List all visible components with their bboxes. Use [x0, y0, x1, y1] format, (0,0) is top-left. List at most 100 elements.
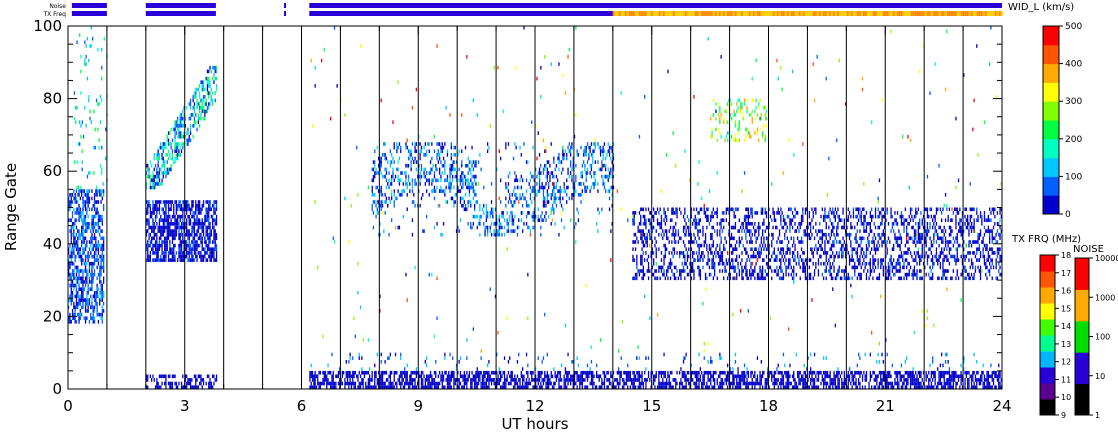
echo-cell: [178, 203, 180, 208]
echo-cell: [87, 272, 89, 277]
echo-cell: [414, 149, 416, 154]
echo-cell: [985, 378, 987, 382]
echo-cell: [496, 218, 498, 223]
echo-cell: [215, 258, 218, 262]
echo-cell: [823, 385, 825, 390]
echo-cell: [384, 142, 386, 146]
echo-cell: [566, 156, 568, 161]
echo-cell: [741, 378, 743, 382]
echo-cell: [666, 218, 668, 223]
echo-cell: [380, 374, 382, 379]
echo-cell: [405, 381, 407, 386]
echo-cell: [554, 370, 556, 375]
echo-cell: [372, 385, 375, 390]
echo-cell: [664, 381, 666, 386]
echo-cell: [177, 120, 179, 125]
echo-cell: [184, 240, 186, 244]
echo-cell: [586, 363, 589, 368]
echo-cell: [523, 142, 525, 146]
echo-cell: [99, 214, 101, 219]
echo-cell: [396, 381, 398, 386]
echo-cell: [86, 280, 88, 284]
echo-cell: [514, 229, 516, 233]
echo-cell: [983, 378, 986, 382]
echo-cell: [514, 378, 516, 382]
echo-cell: [612, 174, 615, 179]
echo-cell: [180, 243, 183, 248]
echo-cell: [78, 269, 80, 273]
echo-cell: [985, 385, 987, 390]
echo-cell: [632, 378, 634, 382]
echo-cell: [602, 178, 604, 183]
echo-cell: [332, 385, 334, 390]
echo-cell: [431, 381, 433, 386]
echo-cell: [379, 160, 381, 164]
echo-cell: [935, 385, 938, 390]
echo-cell: [472, 174, 474, 179]
echo-cell: [644, 222, 646, 226]
echo-cell: [474, 214, 476, 219]
echo-cell: [164, 229, 166, 233]
echo-cell: [186, 138, 188, 143]
echo-cell: [533, 211, 535, 215]
echo-cell: [967, 381, 969, 386]
echo-cell: [631, 381, 633, 386]
echo-cell: [608, 153, 611, 157]
echo-cell: [74, 258, 76, 262]
echo-cell: [208, 203, 210, 208]
echo-cell: [77, 243, 79, 248]
echo-cell: [711, 374, 713, 379]
echo-cell: [359, 381, 362, 386]
echo-cell: [365, 381, 367, 386]
echo-cell: [634, 211, 637, 215]
echo-cell: [520, 374, 522, 379]
echo-cell: [474, 193, 476, 197]
echo-cell: [503, 381, 506, 386]
echo-cell: [99, 189, 101, 193]
echo-cell: [170, 167, 172, 172]
echo-cell: [84, 247, 87, 252]
echo-cell: [76, 40, 78, 45]
echo-cell: [468, 370, 471, 375]
echo-cell: [538, 178, 541, 183]
echo-cell: [209, 232, 211, 237]
echo-cell: [522, 211, 524, 215]
echo-cell: [213, 247, 215, 252]
echo-cell: [173, 232, 175, 237]
echo-cell: [101, 145, 103, 150]
echo-cell: [620, 370, 622, 375]
echo-cell: [85, 55, 87, 59]
echo-cell: [610, 370, 612, 375]
echo-cell: [441, 381, 443, 386]
echo-cell: [77, 247, 79, 252]
echo-cell: [506, 211, 508, 215]
echo-cell: [149, 258, 151, 262]
echo-cell: [826, 381, 829, 386]
echo-cell: [655, 269, 657, 273]
echo-cell: [156, 211, 158, 215]
echo-cell: [607, 370, 609, 375]
echo-cell: [147, 251, 149, 255]
echo-cell: [970, 381, 973, 386]
echo-cell: [195, 91, 197, 95]
echo-cell: [658, 222, 660, 226]
echo-cell: [633, 218, 635, 223]
echo-cell: [668, 229, 670, 233]
echo-cell: [101, 218, 103, 223]
echo-cell: [79, 287, 81, 292]
echo-cell: [991, 370, 993, 375]
echo-cell: [470, 378, 472, 382]
echo-cell: [158, 385, 161, 390]
echo-cell: [797, 370, 799, 375]
echo-cell: [904, 370, 906, 375]
echo-cell: [450, 196, 452, 201]
txfreq-status-tick: [910, 11, 913, 16]
echo-cell: [400, 193, 402, 197]
echo-cell: [466, 163, 468, 168]
echo-cell: [164, 171, 166, 175]
echo-cell: [644, 214, 646, 219]
echo-cell: [653, 207, 655, 212]
echo-cell: [464, 207, 467, 212]
echo-cell: [505, 142, 507, 146]
echo-cell: [192, 229, 194, 233]
